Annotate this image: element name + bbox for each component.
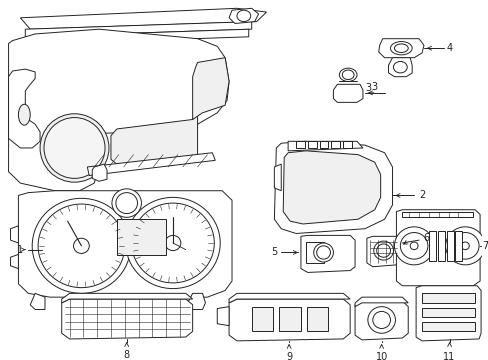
- Ellipse shape: [44, 118, 105, 178]
- Circle shape: [32, 198, 130, 293]
- Bar: [437, 231, 444, 261]
- Ellipse shape: [393, 62, 407, 73]
- Circle shape: [367, 307, 395, 333]
- Text: 3: 3: [371, 82, 377, 104]
- Polygon shape: [287, 141, 362, 151]
- Polygon shape: [333, 84, 362, 102]
- Text: 4: 4: [446, 43, 452, 53]
- Bar: [454, 231, 462, 261]
- Bar: [331, 141, 340, 148]
- Polygon shape: [274, 164, 281, 191]
- Polygon shape: [354, 301, 407, 340]
- Polygon shape: [30, 293, 45, 310]
- Bar: [279, 307, 300, 331]
- Bar: [251, 307, 273, 331]
- Circle shape: [165, 235, 181, 251]
- Polygon shape: [9, 69, 40, 148]
- Polygon shape: [228, 8, 258, 23]
- Text: 3: 3: [365, 83, 371, 93]
- Text: 2: 2: [418, 190, 424, 201]
- Circle shape: [445, 227, 484, 265]
- Ellipse shape: [394, 44, 407, 53]
- Polygon shape: [228, 293, 349, 303]
- Polygon shape: [366, 236, 400, 267]
- Polygon shape: [20, 8, 266, 29]
- Bar: [319, 141, 328, 148]
- Circle shape: [73, 238, 89, 253]
- Text: 6: 6: [422, 233, 428, 243]
- Bar: [305, 242, 323, 263]
- Ellipse shape: [237, 10, 250, 22]
- Polygon shape: [378, 39, 423, 58]
- Polygon shape: [87, 153, 215, 176]
- Polygon shape: [274, 141, 392, 234]
- Text: 1: 1: [17, 245, 23, 255]
- Polygon shape: [217, 307, 228, 326]
- Ellipse shape: [19, 104, 30, 125]
- Polygon shape: [61, 299, 192, 339]
- Polygon shape: [354, 297, 407, 307]
- Circle shape: [125, 197, 220, 289]
- Polygon shape: [9, 29, 228, 191]
- Polygon shape: [25, 22, 251, 37]
- Circle shape: [316, 246, 330, 259]
- Ellipse shape: [390, 41, 411, 55]
- Ellipse shape: [342, 70, 353, 80]
- Text: 9: 9: [285, 352, 292, 360]
- Circle shape: [373, 241, 393, 260]
- Text: 8: 8: [123, 350, 129, 360]
- Bar: [428, 231, 435, 261]
- Circle shape: [376, 244, 390, 257]
- Circle shape: [400, 233, 427, 259]
- Polygon shape: [402, 212, 472, 217]
- Polygon shape: [11, 226, 19, 243]
- Polygon shape: [415, 286, 480, 341]
- Polygon shape: [19, 191, 231, 297]
- Circle shape: [394, 227, 433, 265]
- Ellipse shape: [339, 68, 356, 81]
- Circle shape: [409, 242, 417, 249]
- Bar: [306, 307, 328, 331]
- Bar: [421, 322, 474, 331]
- Text: 7: 7: [481, 241, 488, 251]
- Circle shape: [112, 189, 141, 217]
- Polygon shape: [192, 58, 228, 120]
- Circle shape: [450, 233, 478, 259]
- Polygon shape: [92, 164, 107, 181]
- Bar: [446, 231, 452, 261]
- Polygon shape: [300, 235, 354, 273]
- Circle shape: [131, 203, 214, 283]
- Polygon shape: [396, 210, 479, 286]
- Text: 11: 11: [443, 352, 455, 360]
- Polygon shape: [28, 29, 248, 44]
- Circle shape: [116, 193, 137, 213]
- Polygon shape: [388, 58, 411, 77]
- Polygon shape: [187, 293, 205, 310]
- Polygon shape: [111, 113, 197, 164]
- Bar: [343, 141, 351, 148]
- Circle shape: [313, 243, 333, 262]
- Circle shape: [461, 242, 468, 249]
- Bar: [295, 141, 304, 148]
- Bar: [421, 307, 474, 317]
- Ellipse shape: [40, 114, 109, 182]
- Text: 5: 5: [271, 247, 277, 257]
- Circle shape: [38, 204, 124, 288]
- Bar: [421, 293, 474, 303]
- Bar: [117, 219, 166, 255]
- Polygon shape: [11, 255, 19, 269]
- Polygon shape: [228, 299, 349, 341]
- Polygon shape: [283, 151, 380, 224]
- Circle shape: [372, 311, 390, 329]
- Text: 10: 10: [375, 352, 387, 360]
- Bar: [307, 141, 316, 148]
- Polygon shape: [61, 293, 192, 303]
